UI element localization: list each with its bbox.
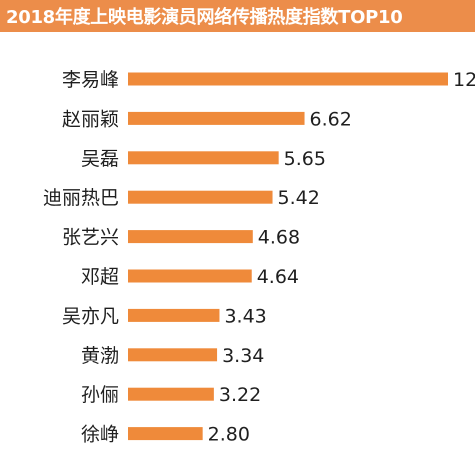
- category-label: 张艺兴: [62, 227, 119, 249]
- value-label: 4.68: [258, 227, 300, 249]
- bar-chart: 李易峰 12 赵丽颖 6.62 吴磊 5.65 迪丽热巴 5.42 张艺兴 4.68 邓超 4.64 吴…: [43, 69, 475, 446]
- value-label: 3.43: [224, 305, 266, 327]
- bar: [128, 348, 218, 362]
- bar: [128, 230, 253, 244]
- bar: [128, 151, 279, 165]
- bar: [128, 111, 305, 125]
- category-label: 孙俪: [81, 384, 119, 406]
- category-label: 黄渤: [81, 345, 119, 367]
- category-label: 迪丽热巴: [43, 187, 119, 209]
- value-label: 3.34: [222, 345, 264, 367]
- bar: [128, 387, 214, 401]
- bar: [128, 269, 252, 283]
- bar: [128, 427, 203, 441]
- bar: [128, 308, 220, 322]
- category-label: 赵丽颖: [62, 108, 119, 130]
- category-label: 吴磊: [81, 148, 119, 170]
- category-label: 徐峥: [81, 424, 119, 446]
- category-label: 吴亦凡: [62, 305, 119, 327]
- value-label: 12: [453, 69, 475, 91]
- value-label: 5.65: [284, 148, 326, 170]
- value-label: 5.42: [278, 187, 320, 209]
- bar: [128, 190, 273, 204]
- title-bar: 2018年度上映电影演员网络传播热度指数TOP10: [0, 0, 475, 32]
- category-label: 李易峰: [62, 69, 119, 91]
- chart-title: 2018年度上映电影演员网络传播热度指数TOP10: [6, 7, 403, 28]
- value-label: 3.22: [219, 384, 261, 406]
- category-label: 邓超: [81, 266, 119, 288]
- value-label: 4.64: [257, 266, 299, 288]
- value-label: 6.62: [310, 108, 352, 130]
- value-label: 2.80: [208, 424, 250, 446]
- bar: [128, 72, 448, 86]
